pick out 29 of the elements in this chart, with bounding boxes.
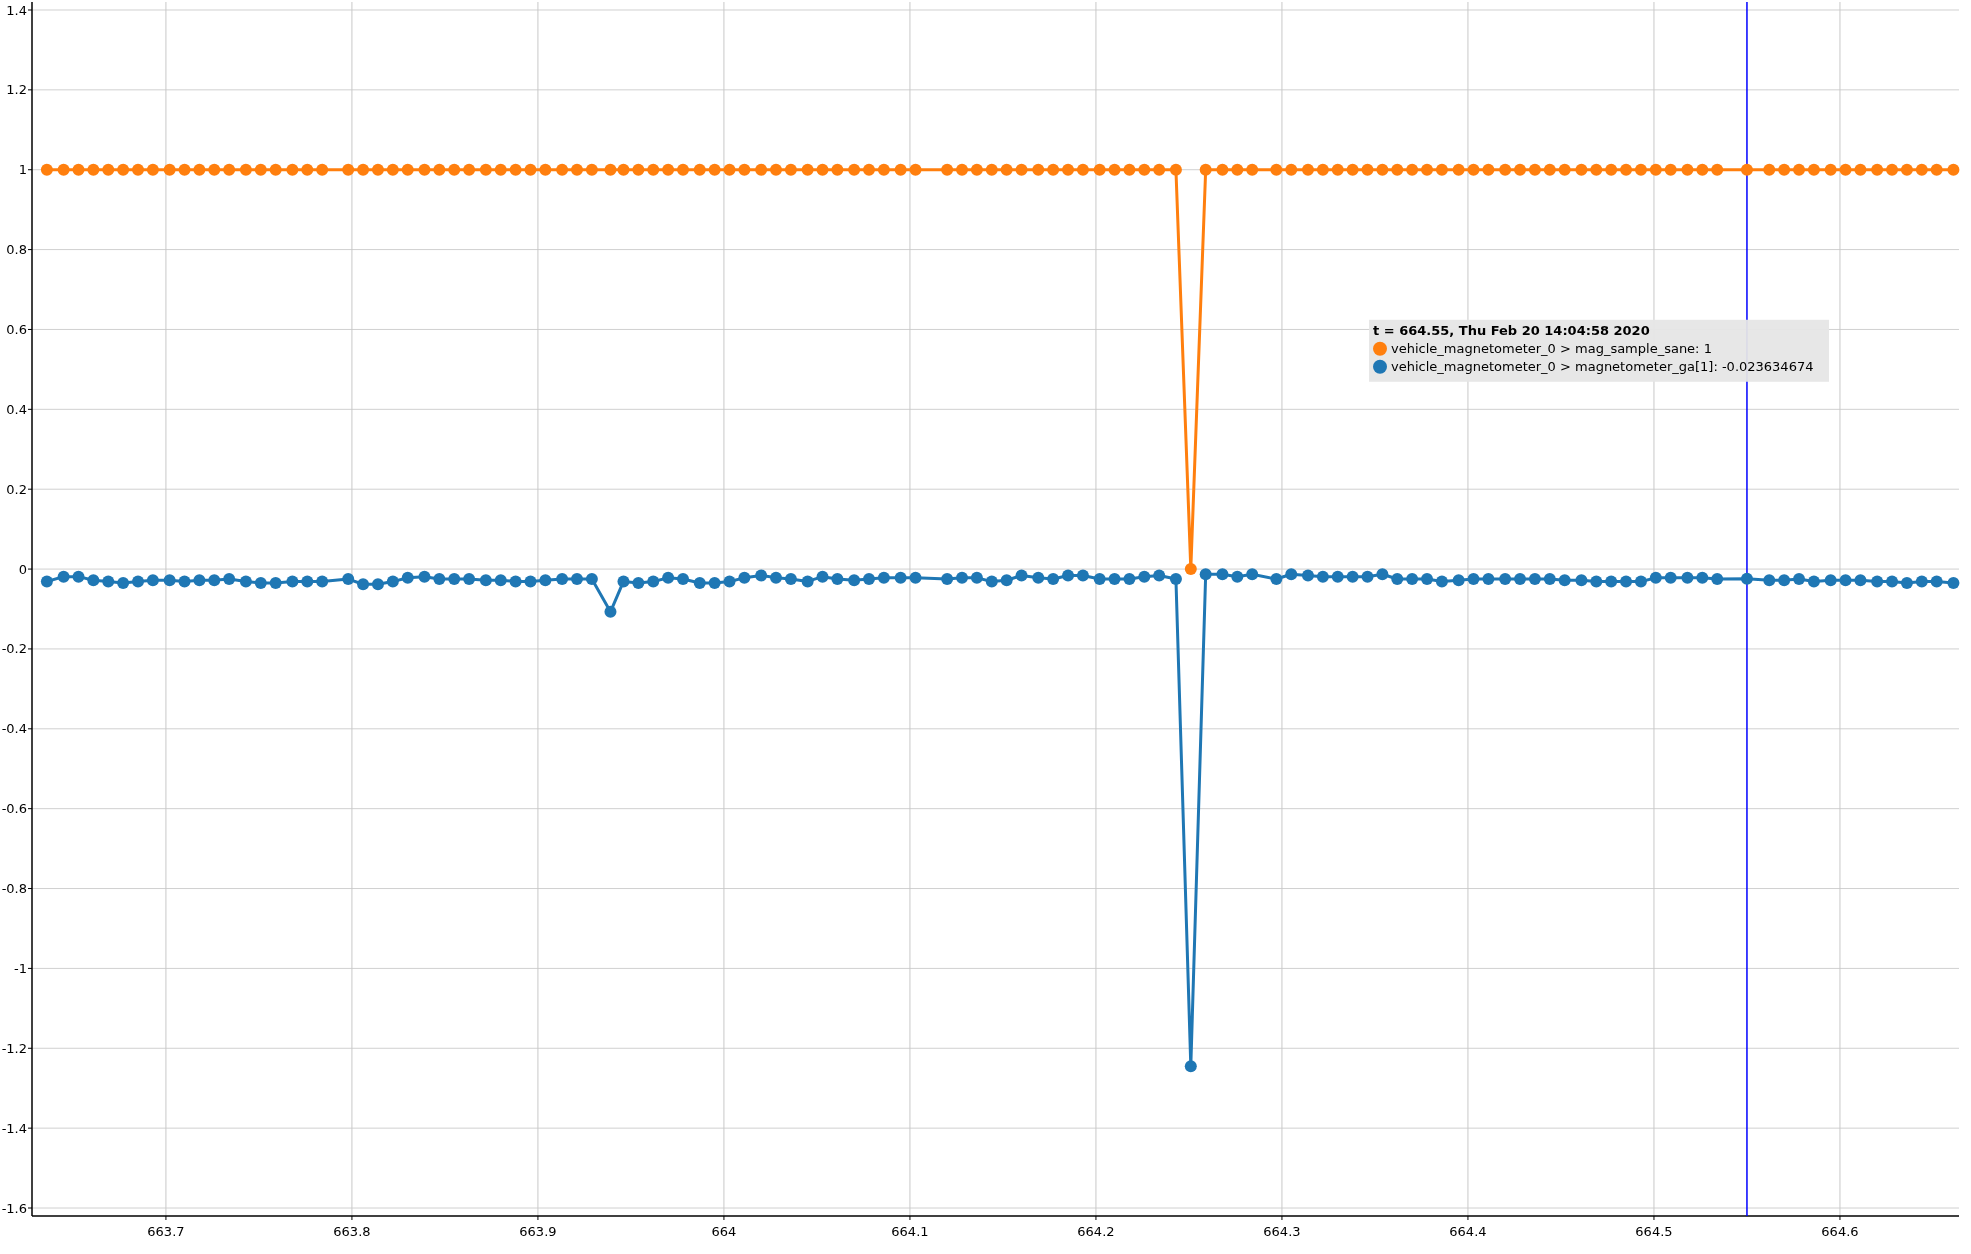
y-tick-label: -0.2 bbox=[1, 641, 27, 657]
legend-title: t = 664.55, Thu Feb 20 14:04:58 2020 bbox=[1373, 322, 1650, 338]
y-tick-label: 0.8 bbox=[6, 242, 27, 258]
y-tick-label: -1 bbox=[14, 960, 27, 976]
x-tick-label: 664.3 bbox=[1263, 1224, 1301, 1239]
y-tick-label: 1.2 bbox=[6, 82, 27, 98]
y-tick-label: 1.4 bbox=[6, 2, 27, 18]
y-tick-label: -1.2 bbox=[1, 1040, 27, 1056]
y-tick-label: -0.4 bbox=[1, 721, 27, 737]
y-tick-label: 0 bbox=[18, 561, 27, 577]
x-tick-label: 664.2 bbox=[1077, 1224, 1115, 1239]
x-tick-label: 663.9 bbox=[519, 1224, 557, 1239]
y-tick-label: -1.4 bbox=[1, 1120, 27, 1136]
legend-label: vehicle_magnetometer_0 > mag_sample_sane: 1 bbox=[1391, 340, 1712, 356]
x-tick-label: 664.6 bbox=[1821, 1224, 1859, 1239]
legend-label: vehicle_magnetometer_0 > magnetometer_ga[1]: -0.023634674 bbox=[1391, 358, 1814, 374]
y-tick-label: 0.4 bbox=[6, 401, 27, 417]
x-tick-label: 664.1 bbox=[891, 1224, 929, 1239]
x-tick-label: 663.8 bbox=[333, 1224, 371, 1239]
y-tick-label: -0.6 bbox=[1, 801, 27, 817]
y-tick-label: 0.2 bbox=[6, 481, 27, 497]
x-tick-label: 664.5 bbox=[1635, 1224, 1673, 1239]
y-tick-label: -0.8 bbox=[1, 881, 27, 897]
y-tick-label: -1.6 bbox=[1, 1200, 27, 1216]
y-tick-label: 1 bbox=[18, 162, 27, 178]
y-tick-label: 0.6 bbox=[6, 322, 27, 338]
x-tick-label: 664.4 bbox=[1449, 1224, 1487, 1239]
x-tick-label: 664 bbox=[711, 1224, 737, 1239]
x-tick-label: 663.7 bbox=[147, 1224, 185, 1239]
